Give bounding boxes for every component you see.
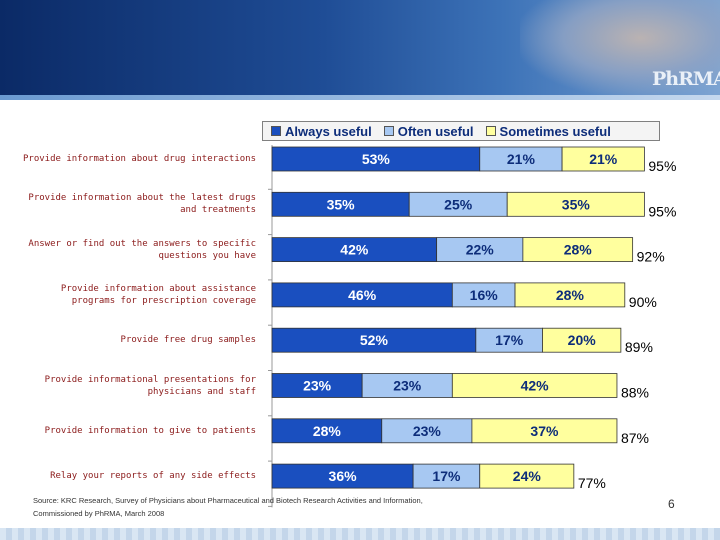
data-label-sometimes: 35% bbox=[562, 196, 591, 212]
legend-item-often: Often useful bbox=[383, 123, 474, 139]
bar-segment-always bbox=[271, 237, 438, 263]
bar-segment-sometimes bbox=[514, 282, 626, 308]
total-label: 89% bbox=[625, 339, 653, 355]
legend-item-sometimes: Sometimes useful bbox=[485, 123, 611, 139]
data-label-always: 35% bbox=[327, 196, 356, 212]
total-label: 77% bbox=[578, 475, 606, 491]
bar-segment-always bbox=[271, 327, 477, 353]
header-banner: PhRMA bbox=[0, 0, 720, 95]
total-label: 92% bbox=[637, 249, 665, 265]
bar-segment-always bbox=[271, 373, 363, 398]
data-label-often: 17% bbox=[432, 468, 461, 484]
legend-swatch-sometimes bbox=[485, 126, 496, 136]
bar-segment-always bbox=[271, 463, 414, 489]
category-label: Provide informational presentations for … bbox=[44, 374, 256, 397]
total-label: 88% bbox=[621, 385, 649, 401]
bar-segment-sometimes bbox=[561, 146, 645, 172]
legend-label-often: Often useful bbox=[397, 123, 474, 139]
category-label: Answer or find out the answers to specif… bbox=[28, 238, 256, 261]
data-label-sometimes: 21% bbox=[589, 151, 618, 167]
bar-segment-often bbox=[412, 463, 481, 489]
data-label-always: 36% bbox=[329, 468, 358, 484]
data-label-always: 53% bbox=[362, 151, 391, 167]
data-label-often: 17% bbox=[495, 332, 524, 348]
data-label-always: 52% bbox=[360, 332, 389, 348]
data-label-often: 16% bbox=[470, 287, 499, 303]
phrma-logo: PhRMA bbox=[652, 68, 720, 90]
footer-band bbox=[0, 528, 720, 540]
source-note: Source: KRC Research, Survey of Physicia… bbox=[33, 496, 423, 518]
data-label-always: 46% bbox=[348, 287, 377, 303]
data-label-sometimes: 20% bbox=[568, 332, 597, 348]
page-number: 6 bbox=[668, 497, 675, 511]
header-photo bbox=[520, 0, 720, 95]
data-label-sometimes: 24% bbox=[513, 468, 542, 484]
total-label: 95% bbox=[648, 158, 676, 174]
data-label-often: 25% bbox=[444, 196, 473, 212]
chart-legend: Always useful Often useful Sometimes use… bbox=[262, 121, 660, 141]
bar-segment-sometimes bbox=[542, 327, 622, 353]
legend-swatch-always bbox=[271, 126, 281, 136]
bar-segment-always bbox=[271, 282, 453, 308]
bar-segment-often bbox=[436, 237, 524, 263]
data-label-often: 21% bbox=[507, 151, 536, 167]
data-label-sometimes: 28% bbox=[556, 287, 585, 303]
bar-segment-sometimes bbox=[506, 191, 645, 217]
data-label-always: 42% bbox=[340, 242, 369, 258]
data-label-always: 23% bbox=[303, 378, 332, 394]
bar-segment-always bbox=[271, 146, 481, 172]
header-stripe bbox=[0, 95, 720, 100]
legend-label-sometimes: Sometimes useful bbox=[499, 123, 611, 139]
data-label-always: 28% bbox=[313, 423, 342, 439]
bar-segment-sometimes bbox=[522, 237, 634, 263]
category-label: Provide free drug samples bbox=[120, 335, 256, 346]
data-label-often: 23% bbox=[393, 378, 422, 394]
data-label-often: 22% bbox=[466, 242, 495, 258]
category-label: Provide information about the latest dru… bbox=[28, 193, 256, 216]
total-label: 95% bbox=[648, 203, 676, 219]
legend-label-always: Always useful bbox=[285, 123, 372, 139]
category-label: Provide information about assistance pro… bbox=[60, 283, 256, 306]
category-label: Provide information about drug interacti… bbox=[23, 154, 256, 164]
bar-segment-sometimes bbox=[471, 418, 618, 444]
total-label: 90% bbox=[629, 294, 657, 310]
bar-segment-often bbox=[408, 191, 508, 217]
bar-segment-sometimes bbox=[479, 463, 575, 489]
bar-segment-often bbox=[381, 418, 473, 444]
data-label-sometimes: 28% bbox=[564, 242, 593, 258]
data-label-sometimes: 37% bbox=[530, 423, 559, 439]
category-label: Provide information to give to patients bbox=[44, 425, 256, 436]
legend-item-always: Always useful bbox=[271, 124, 372, 139]
category-label: Relay your reports of any side effects bbox=[50, 471, 256, 482]
bar-segment-sometimes bbox=[451, 373, 618, 398]
legend-swatch-often bbox=[383, 126, 394, 136]
bar-segment-often bbox=[475, 327, 543, 353]
data-label-often: 23% bbox=[413, 423, 442, 439]
bar-segment-always bbox=[271, 191, 410, 217]
data-label-sometimes: 42% bbox=[521, 378, 550, 394]
total-label: 87% bbox=[621, 430, 649, 446]
bar-segment-often bbox=[451, 282, 516, 308]
